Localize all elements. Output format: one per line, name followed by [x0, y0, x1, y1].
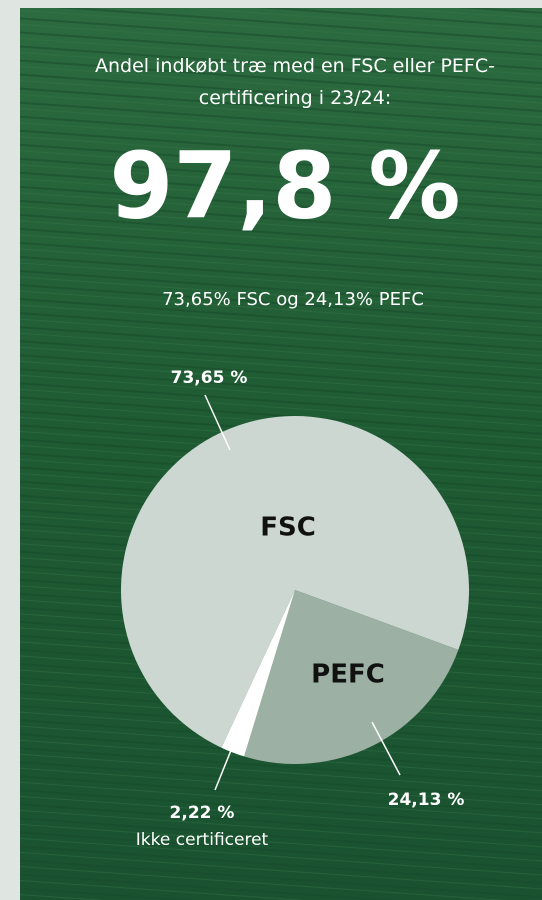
chart-title: Andel indkøbt træ med en FSC eller PEFC-…: [60, 50, 530, 114]
value-label: 2,22 %: [170, 803, 235, 823]
title-box: Andel indkøbt træ med en FSC eller PEFC-…: [60, 50, 530, 120]
value-label: 73,65 %: [171, 368, 248, 388]
subtitle: 73,65% FSC og 24,13% PEFC: [162, 289, 424, 310]
slice-label: FSC: [260, 513, 316, 543]
pie: [121, 416, 469, 764]
headline: 97,8 %: [109, 132, 460, 239]
slice-label: Ikke certificeret: [136, 830, 269, 850]
slice-label: PEFC: [311, 660, 385, 690]
value-label: 24,13 %: [388, 790, 465, 810]
infographic: Andel indkøbt træ med en FSC eller PEFC-…: [0, 0, 542, 900]
